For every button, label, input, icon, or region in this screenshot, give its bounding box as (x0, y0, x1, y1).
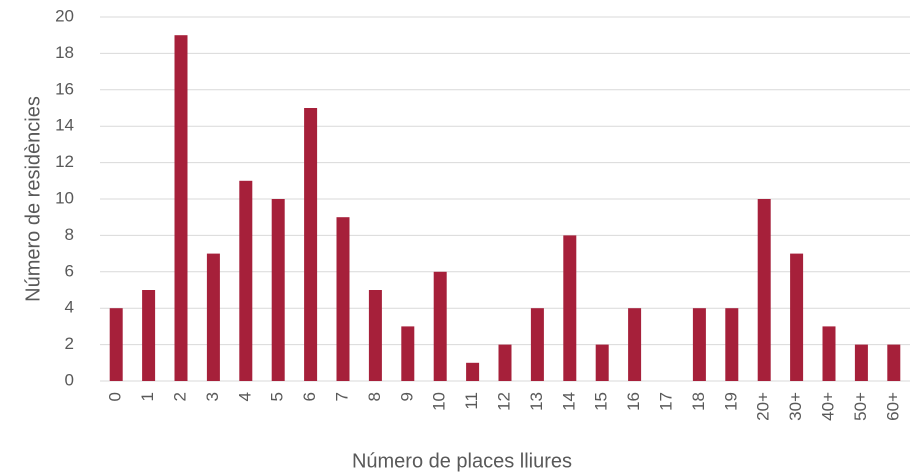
bar (271, 199, 285, 381)
y-tick-label: 14 (55, 116, 74, 135)
bar (822, 326, 836, 381)
y-tick-label: 8 (65, 225, 74, 244)
x-tick-label: 3 (203, 392, 222, 401)
bar (692, 308, 706, 381)
x-tick-label: 4 (235, 392, 254, 401)
x-tick-label: 30+ (786, 392, 805, 421)
bar (109, 308, 123, 381)
bar (368, 290, 382, 381)
y-tick-label: 2 (65, 334, 74, 353)
x-tick-label: 8 (365, 392, 384, 401)
bar (174, 35, 188, 381)
x-tick-label: 0 (106, 392, 125, 401)
bar (498, 344, 512, 381)
x-tick-label: 17 (656, 392, 675, 411)
x-tick-label: 14 (559, 392, 578, 411)
x-tick-label: 2 (170, 392, 189, 401)
x-tick-label: 7 (332, 392, 351, 401)
bar (239, 180, 253, 381)
x-tick-label: 13 (527, 392, 546, 411)
x-tick-label: 11 (462, 392, 481, 410)
bar (142, 290, 156, 381)
bar (206, 253, 220, 381)
y-tick-label: 20 (55, 6, 74, 25)
bar (466, 362, 480, 381)
x-tick-label: 1 (138, 392, 157, 401)
bar (563, 235, 577, 381)
y-tick-label: 10 (55, 188, 74, 207)
x-tick-label: 18 (689, 392, 708, 411)
bar (433, 271, 447, 381)
y-tick-label: 4 (65, 298, 74, 317)
bar (757, 199, 771, 381)
y-tick-label: 16 (55, 79, 74, 98)
x-tick-label: 20+ (754, 392, 773, 421)
y-axis-title: Número de residències (22, 96, 44, 302)
y-tick-label: 6 (65, 261, 74, 280)
bar (304, 108, 318, 381)
x-tick-label: 16 (624, 392, 643, 411)
bar (790, 253, 804, 381)
bar (628, 308, 642, 381)
x-tick-label: 60+ (883, 392, 902, 421)
x-tick-label: 15 (592, 392, 611, 411)
y-tick-label: 12 (55, 152, 74, 171)
bar (595, 344, 609, 381)
x-tick-label: 40+ (818, 392, 837, 421)
x-tick-label: 19 (721, 392, 740, 411)
bar (530, 308, 544, 381)
bar (725, 308, 739, 381)
x-tick-label: 6 (300, 392, 319, 401)
x-tick-label: 9 (397, 392, 416, 401)
bar (401, 326, 415, 381)
x-tick-label: 10 (430, 392, 449, 411)
bar (854, 344, 868, 381)
x-tick-label: 50+ (851, 392, 870, 421)
bar (887, 344, 901, 381)
x-tick-label: 5 (268, 392, 287, 401)
bar (336, 217, 350, 381)
y-tick-label: 0 (65, 370, 74, 389)
y-tick-label: 18 (55, 43, 74, 62)
x-axis-title: Número de places lliures (352, 450, 572, 472)
x-tick-label: 12 (494, 392, 513, 411)
